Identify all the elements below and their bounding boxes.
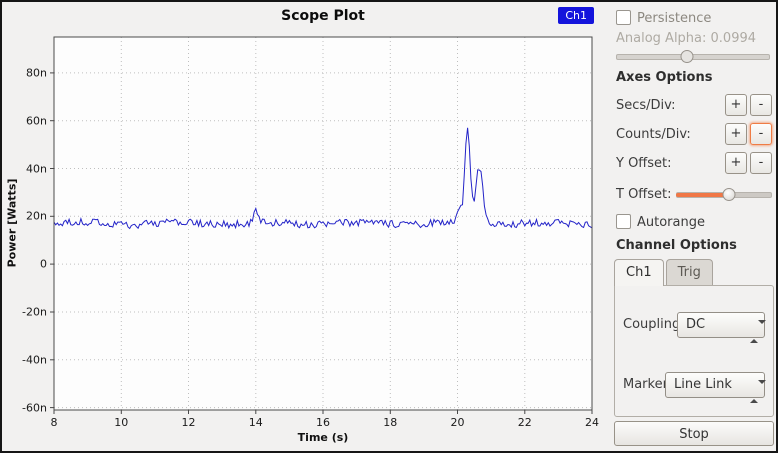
x-tick-label: 18 [383,416,398,429]
secs-div-minus-button[interactable]: - [750,94,772,116]
t-offset-slider[interactable] [676,187,772,202]
x-tick-label: 10 [114,416,129,429]
y-tick-label: 80n [26,66,47,80]
y-tick-label: -60n [22,401,47,415]
coupling-row: Coupling: DC [623,312,766,343]
spinner-arrows-icon[interactable] [750,379,766,405]
autorange-row: Autorange [616,214,705,230]
channel-tabs: Ch1 Trig [614,259,774,286]
y-offset-minus-button[interactable]: - [750,152,772,174]
x-tick-label: 12 [181,416,196,429]
y-offset-label: Y Offset: [616,156,672,171]
channel-legend-badge: Ch1 [558,7,594,24]
x-tick-label: 20 [450,416,465,429]
arrow-up-icon [750,324,758,343]
tab-ch1[interactable]: Ch1 [614,259,664,286]
y-tick-label: 0 [40,257,47,271]
x-tick-label: 24 [585,416,599,429]
counts-div-plus-button[interactable]: + [725,123,747,145]
analog-alpha-slider [616,49,770,64]
analog-alpha-label: Analog Alpha: 0.0994 [616,31,757,46]
y-offset-row: Y Offset: + - [616,152,774,175]
plot-title: Scope Plot [281,8,365,24]
marker-value: Line Link [674,377,732,392]
x-tick-label: 22 [517,416,532,429]
coupling-value: DC [686,317,706,332]
x-axis-label: Time (s) [297,431,349,444]
autorange-label: Autorange [637,215,705,230]
arrow-down-icon [758,320,766,339]
persistence-label: Persistence [637,11,712,26]
scope-plot-canvas[interactable] [2,2,606,451]
persistence-row: Persistence [616,10,711,26]
secs-div-row: Secs/Div: + - [616,94,774,117]
marker-label: Marker: [623,377,673,392]
counts-div-row: Counts/Div: + - [616,123,774,146]
y-offset-plus-button[interactable]: + [725,152,747,174]
autorange-checkbox[interactable] [616,214,631,229]
marker-row: Marker: Line Link [623,372,766,403]
arrow-up-icon [750,384,758,403]
coupling-combobox[interactable]: DC [677,312,766,343]
axes-options-title: Axes Options [616,70,713,85]
counts-div-label: Counts/Div: [616,127,691,142]
plot-region: Scope Plot Ch1 Power [Watts] Time (s) 80… [2,2,606,451]
y-tick-label: -20n [22,305,47,319]
x-tick-label: 14 [248,416,263,429]
stop-button[interactable]: Stop [614,421,774,446]
x-tick-label: 8 [50,416,58,429]
counts-div-minus-button[interactable]: - [750,123,772,145]
secs-div-plus-button[interactable]: + [725,94,747,116]
t-offset-slider-fill [676,193,729,197]
channel-options-title: Channel Options [616,238,737,253]
t-offset-row: T Offset: [616,183,774,206]
secs-div-label: Secs/Div: [616,98,676,113]
y-tick-label: -40n [22,353,47,367]
spinner-arrows-icon[interactable] [750,319,766,345]
x-tick-label: 16 [316,416,330,429]
y-tick-label: 60n [26,114,47,128]
marker-combobox[interactable]: Line Link [665,372,766,403]
tab-trig[interactable]: Trig [665,259,713,285]
channel-tab-panel: Coupling: DC Marker: Line Link [614,285,774,417]
t-offset-slider-handle[interactable] [722,188,736,201]
coupling-label: Coupling: [623,317,685,332]
persistence-checkbox[interactable] [616,10,631,25]
analog-alpha-slider-handle [680,50,694,63]
t-offset-label: T Offset: [616,187,672,202]
control-panel: Persistence Analog Alpha: 0.0994 Axes Op… [606,2,776,451]
y-tick-label: 20n [26,209,47,223]
arrow-down-icon [758,380,766,399]
y-tick-label: 40n [26,162,47,175]
